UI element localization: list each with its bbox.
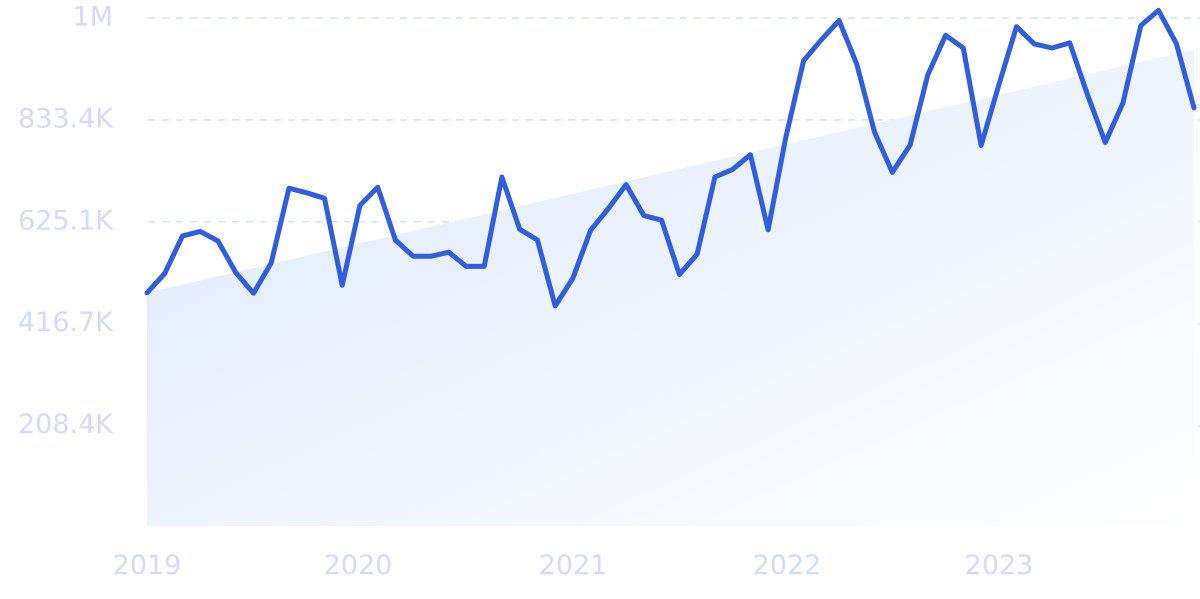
trend-area: [147, 49, 1194, 526]
x-tick-label: 2021: [539, 550, 608, 581]
x-axis-ticks: 2019 2020 2021 2022 2023: [113, 550, 1034, 581]
series-line-group: [144, 7, 1197, 309]
trend-area-fill: [147, 49, 1194, 526]
y-tick-label: 1M: [73, 2, 113, 33]
x-tick-label: 2019: [113, 550, 182, 581]
y-tick-label: 416.7K: [18, 307, 114, 338]
x-tick-label: 2022: [753, 550, 822, 581]
x-tick-label: 2020: [324, 550, 393, 581]
series-line: [144, 7, 1197, 309]
y-tick-label: 833.4K: [18, 103, 114, 134]
y-tick-label: 625.1K: [18, 205, 114, 236]
y-tick-label: 208.4K: [18, 409, 114, 440]
y-axis-ticks: 1M 833.4K 625.1K 416.7K 208.4K: [18, 2, 114, 441]
x-tick-label: 2023: [965, 550, 1034, 581]
